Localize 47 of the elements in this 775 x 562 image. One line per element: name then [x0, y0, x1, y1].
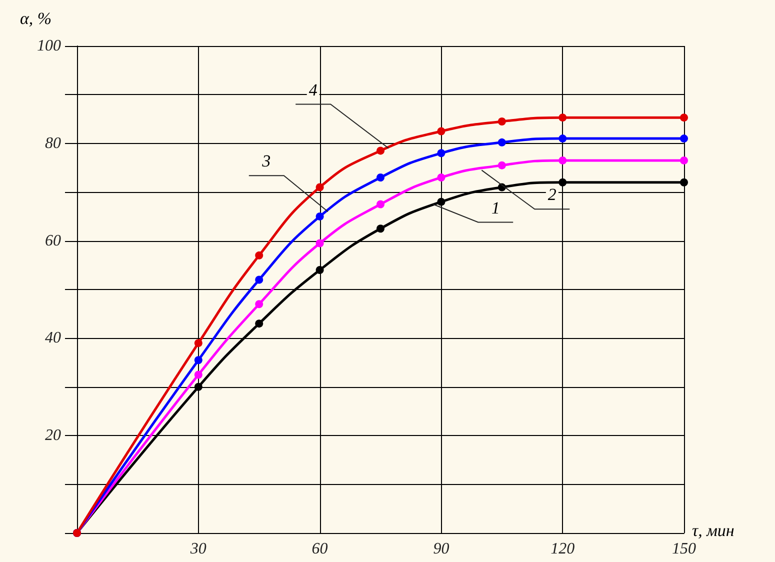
point	[680, 156, 688, 164]
x-axis-title: τ, мин	[692, 521, 734, 540]
point	[680, 134, 688, 143]
point	[437, 127, 446, 136]
point	[558, 114, 567, 122]
x-tick-label: 90	[433, 540, 450, 558]
point	[316, 183, 324, 192]
point	[255, 300, 264, 308]
point	[194, 370, 202, 379]
point	[558, 156, 567, 164]
y-tick-label: 40	[45, 330, 61, 347]
point	[194, 356, 202, 364]
y-tick-label: 100	[37, 38, 61, 54]
point	[558, 134, 567, 143]
annotation: 4	[308, 80, 318, 100]
annotation: 2	[548, 185, 557, 204]
point	[498, 117, 506, 126]
y-tick-label: 20	[45, 427, 61, 444]
point	[680, 178, 688, 186]
point	[558, 178, 567, 186]
point	[376, 146, 384, 155]
annotation: 1	[491, 198, 500, 218]
x-tick-label: 60	[312, 540, 328, 558]
point	[680, 114, 688, 122]
point	[437, 198, 446, 206]
x-tick-label: 120	[550, 540, 575, 558]
point	[498, 138, 506, 146]
point	[376, 173, 384, 182]
point	[376, 224, 384, 233]
point	[316, 239, 324, 248]
point	[316, 266, 324, 274]
point	[255, 251, 264, 260]
point	[437, 173, 446, 182]
point	[255, 276, 264, 284]
annotation: 3	[261, 152, 271, 171]
x-tick-label: 30	[189, 540, 206, 558]
point	[316, 212, 324, 220]
y-tick-label: 60	[45, 232, 61, 250]
point	[255, 320, 264, 328]
point	[194, 382, 202, 391]
y-axis-title: α, %	[20, 9, 52, 28]
point	[376, 200, 384, 208]
y-tick-label: 80	[45, 134, 61, 152]
point	[437, 149, 446, 158]
x-tick-label: 150	[672, 540, 696, 558]
point	[498, 161, 506, 170]
point	[194, 339, 202, 348]
